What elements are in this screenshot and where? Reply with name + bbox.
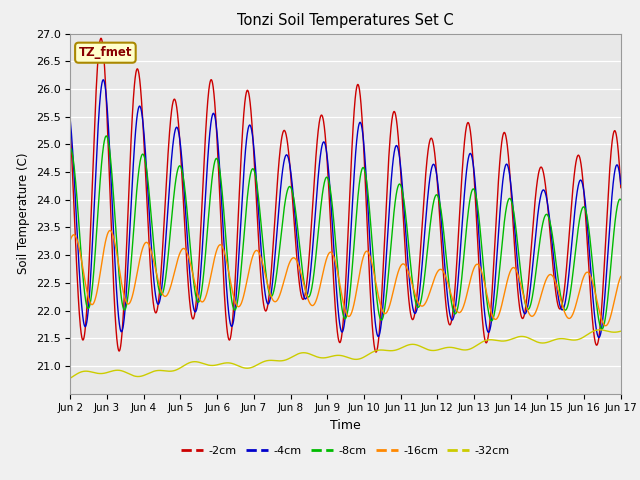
-32cm [617,328,625,334]
X-axis label: Time: Time [330,419,361,432]
Title: Tonzi Soil Temperatures Set C: Tonzi Soil Temperatures Set C [237,13,454,28]
Line: -4cm: -4cm [70,80,621,337]
-2cm [617,185,625,191]
-8cm [67,145,74,151]
-16cm [362,249,369,255]
Line: -8cm: -8cm [70,136,621,329]
-2cm [67,128,74,133]
-16cm [584,269,591,275]
-4cm [617,181,625,187]
-8cm [584,217,591,223]
-32cm [506,337,513,343]
Line: -2cm: -2cm [70,38,621,352]
-4cm [506,172,513,178]
-2cm [374,343,381,348]
-16cm [568,312,576,318]
Line: -16cm: -16cm [70,230,621,326]
-4cm [99,77,107,83]
-2cm [362,186,369,192]
-16cm [67,237,74,243]
-8cm [506,195,513,201]
-8cm [220,213,228,218]
-32cm [584,332,591,337]
-8cm [362,172,369,178]
-2cm [372,349,380,355]
-16cm [617,274,625,279]
Text: TZ_fmet: TZ_fmet [79,46,132,59]
-32cm [67,375,74,381]
-8cm [598,326,606,332]
-4cm [374,333,381,339]
-4cm [568,234,576,240]
-2cm [584,251,592,256]
-32cm [596,327,604,333]
-2cm [97,36,105,41]
-16cm [506,270,513,276]
-8cm [102,133,110,139]
Line: -32cm: -32cm [70,330,621,378]
-32cm [362,353,369,359]
-2cm [569,189,577,194]
-32cm [568,337,576,343]
-4cm [595,335,603,340]
-8cm [568,275,576,281]
-16cm [374,289,381,295]
-16cm [602,323,609,329]
-4cm [67,119,74,125]
-2cm [506,172,514,178]
-16cm [220,249,228,254]
-16cm [106,228,114,233]
-4cm [584,226,591,232]
Y-axis label: Soil Temperature (C): Soil Temperature (C) [17,153,30,275]
-32cm [374,348,381,353]
Legend: -2cm, -4cm, -8cm, -16cm, -32cm: -2cm, -4cm, -8cm, -16cm, -32cm [177,441,515,460]
-8cm [617,197,625,203]
-4cm [362,165,369,171]
-2cm [220,287,228,292]
-8cm [374,302,381,308]
-32cm [220,360,228,366]
-4cm [220,245,228,251]
